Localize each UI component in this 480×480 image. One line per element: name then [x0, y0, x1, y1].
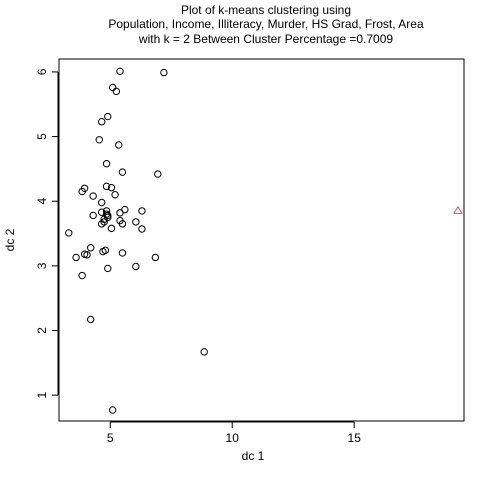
- data-points: [65, 67, 463, 414]
- cluster-1-point: [102, 182, 111, 191]
- cluster-1-point: [200, 348, 208, 356]
- cluster-1-point: [102, 160, 111, 168]
- cluster-1-point: [107, 183, 116, 192]
- x-tick-label: 5: [107, 431, 114, 445]
- x-tick-label: 15: [348, 431, 362, 445]
- cluster-1-point: [80, 250, 89, 258]
- cluster-1-point: [104, 211, 112, 220]
- x-axis: 5 10 15: [107, 421, 362, 445]
- cluster-1-point: [78, 271, 86, 280]
- y-tick-label: 3: [35, 262, 49, 269]
- chart-title-line-2: Population, Income, Illiteracy, Murder, …: [108, 17, 424, 31]
- cluster-1-point: [100, 218, 108, 226]
- y-axis: 1 2 3 4 5 6: [35, 68, 59, 398]
- cluster-1-point: [97, 198, 106, 207]
- cluster-1-point: [97, 220, 106, 228]
- cluster-1-point: [87, 244, 95, 252]
- cluster-1-point: [151, 253, 160, 262]
- cluster-1-point: [115, 141, 123, 149]
- cluster-1-point: [138, 207, 146, 215]
- cluster-1-point: [65, 229, 73, 237]
- y-tick-label: 5: [35, 133, 49, 140]
- chart-title-line-1: Plot of k-means clustering using: [181, 3, 351, 17]
- cluster-1-point: [108, 83, 117, 92]
- cluster-1-point: [108, 406, 117, 414]
- cluster-1-point: [111, 191, 119, 199]
- y-tick-label: 1: [35, 391, 49, 398]
- cluster-1-point: [112, 87, 121, 96]
- cluster-1-point: [132, 262, 140, 271]
- chart-title-line-3: with k = 2 Between Cluster Percentage =0…: [138, 32, 393, 46]
- cluster-1-point: [72, 253, 80, 262]
- cluster-1-point: [118, 220, 127, 228]
- cluster-2-point: [453, 205, 463, 214]
- plot-area-frame: [58, 58, 465, 422]
- cluster-1-point: [138, 225, 146, 233]
- cluster-1-point: [118, 168, 127, 176]
- cluster-1-point: [116, 67, 124, 75]
- x-axis-label: dc 1: [242, 449, 265, 463]
- cluster-1-point: [104, 112, 112, 121]
- cluster-1-point: [118, 249, 127, 257]
- cluster-1-point: [104, 264, 112, 273]
- cluster-1-point: [89, 192, 97, 200]
- cluster-1-point: [104, 213, 112, 222]
- cluster-1-point: [87, 315, 95, 324]
- cluster-1-point: [78, 187, 86, 196]
- y-axis-label: dc 2: [3, 228, 17, 251]
- x-tick-label: 10: [226, 431, 240, 445]
- cluster-1-point: [95, 136, 103, 144]
- cluster-1-point: [107, 224, 116, 233]
- cluster-1-point: [132, 218, 140, 226]
- cluster-1-point: [97, 118, 106, 126]
- cluster-1-point: [100, 215, 108, 224]
- cluster-1-point: [116, 209, 124, 217]
- cluster-1-point: [89, 211, 97, 220]
- cluster-1-point: [160, 68, 168, 77]
- y-tick-label: 2: [35, 327, 49, 334]
- cluster-1-point: [99, 247, 107, 256]
- y-tick-label: 4: [35, 198, 49, 205]
- y-tick-label: 6: [35, 68, 49, 75]
- cluster-1-point: [97, 208, 106, 216]
- cluster-1-point: [154, 170, 162, 178]
